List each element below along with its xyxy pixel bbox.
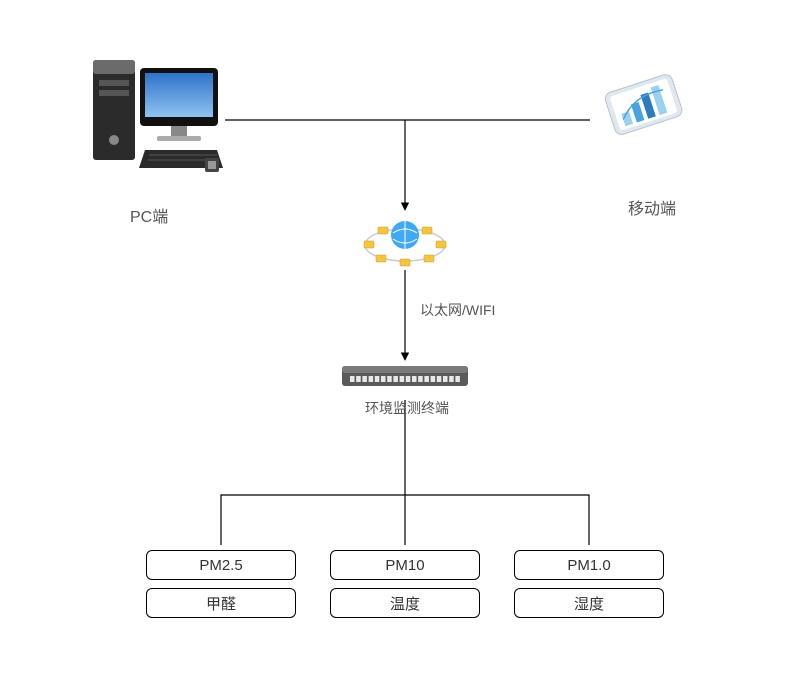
cloud-network-icon: [360, 205, 450, 275]
sensor-box: PM1.0: [514, 550, 664, 580]
sensor-box: 甲醛: [146, 588, 296, 618]
router-icon: [340, 358, 470, 392]
sensor-box: 湿度: [514, 588, 664, 618]
sensor-box: 温度: [330, 588, 480, 618]
pc-label: PC端: [130, 203, 168, 227]
mobile-icon: [590, 70, 705, 160]
router-label: 环境监测终端: [365, 398, 449, 418]
ethernet-wifi-label: 以太网/WIFI: [420, 300, 495, 320]
sensor-box: PM2.5: [146, 550, 296, 580]
pc-icon: [85, 40, 225, 180]
sensor-box: PM10: [330, 550, 480, 580]
mobile-label: 移动端: [628, 195, 676, 219]
